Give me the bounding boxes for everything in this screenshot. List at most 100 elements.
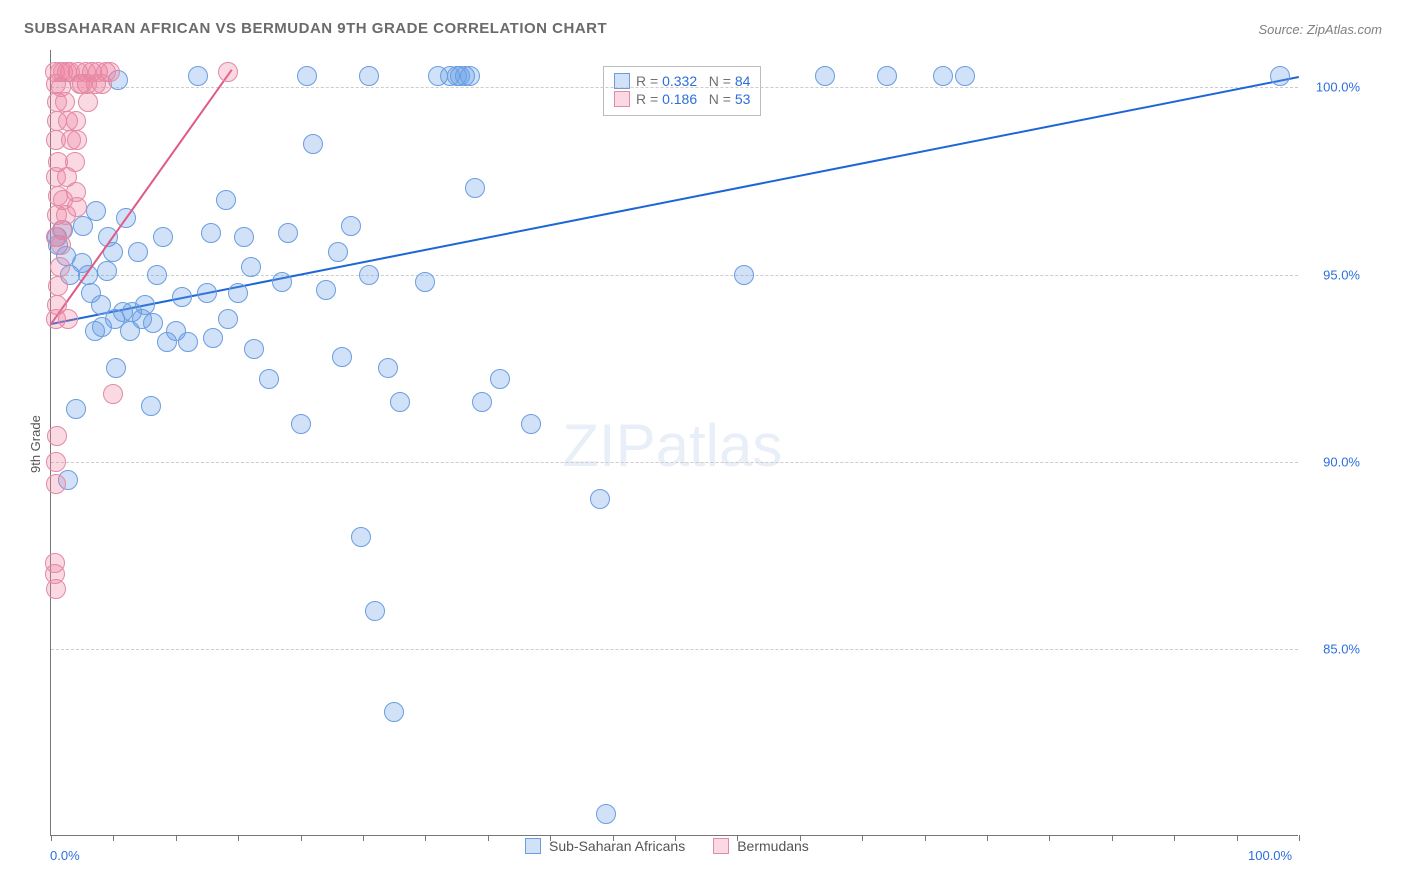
data-point xyxy=(359,66,379,86)
data-point xyxy=(933,66,953,86)
data-point xyxy=(490,369,510,389)
data-point xyxy=(58,309,78,329)
data-point xyxy=(303,134,323,154)
data-point xyxy=(272,272,292,292)
data-point xyxy=(278,223,298,243)
data-point xyxy=(1270,66,1290,86)
series-legend: Sub-Saharan Africans Bermudans xyxy=(525,838,809,854)
x-tick xyxy=(925,835,926,841)
data-point xyxy=(103,384,123,404)
data-point xyxy=(590,489,610,509)
data-point xyxy=(100,62,120,82)
data-point xyxy=(460,66,480,86)
data-point xyxy=(596,804,616,824)
data-point xyxy=(46,474,66,494)
data-point xyxy=(218,62,238,82)
data-point xyxy=(241,257,261,277)
data-point xyxy=(97,261,117,281)
data-point xyxy=(390,392,410,412)
y-tick-label: 100.0% xyxy=(1316,80,1360,95)
data-point xyxy=(521,414,541,434)
data-point xyxy=(66,399,86,419)
data-point xyxy=(365,601,385,621)
x-tick xyxy=(862,835,863,841)
x-tick xyxy=(1174,835,1175,841)
x-tick xyxy=(1299,835,1300,841)
data-point xyxy=(384,702,404,722)
data-point xyxy=(203,328,223,348)
data-point xyxy=(197,283,217,303)
data-point xyxy=(297,66,317,86)
x-tick xyxy=(113,835,114,841)
data-point xyxy=(877,66,897,86)
data-point xyxy=(67,197,87,217)
data-point xyxy=(61,130,81,150)
chart-title: SUBSAHARAN AFRICAN VS BERMUDAN 9TH GRADE… xyxy=(24,20,607,37)
data-point xyxy=(72,74,92,94)
data-point xyxy=(48,276,68,296)
source-label: Source: ZipAtlas.com xyxy=(1258,22,1382,37)
data-point xyxy=(46,579,66,599)
y-axis-label: 9th Grade xyxy=(28,415,43,473)
x-tick xyxy=(238,835,239,841)
gridline-h xyxy=(51,275,1298,276)
data-point xyxy=(128,242,148,262)
data-point xyxy=(378,358,398,378)
data-point xyxy=(141,396,161,416)
data-point xyxy=(201,223,221,243)
data-point xyxy=(465,178,485,198)
data-point xyxy=(472,392,492,412)
data-point xyxy=(415,272,435,292)
gridline-h xyxy=(51,87,1298,88)
x-tick xyxy=(363,835,364,841)
data-point xyxy=(341,216,361,236)
x-tick xyxy=(987,835,988,841)
x-tick xyxy=(488,835,489,841)
plot-area: ZIPatlas R = 0.332 N = 84R = 0.186 N = 5… xyxy=(50,50,1298,836)
data-point xyxy=(50,257,70,277)
data-point xyxy=(78,92,98,112)
legend-item: Sub-Saharan Africans xyxy=(525,838,685,854)
x-tick xyxy=(1049,835,1050,841)
gridline-h xyxy=(51,649,1298,650)
legend-item: Bermudans xyxy=(713,838,809,854)
gridline-h xyxy=(51,462,1298,463)
data-point xyxy=(955,66,975,86)
x-tick xyxy=(1112,835,1113,841)
data-point xyxy=(55,92,75,112)
data-point xyxy=(172,287,192,307)
data-point xyxy=(47,426,67,446)
data-point xyxy=(178,332,198,352)
data-point xyxy=(106,358,126,378)
data-point xyxy=(228,283,248,303)
y-tick-label: 90.0% xyxy=(1323,454,1360,469)
data-point xyxy=(135,295,155,315)
data-point xyxy=(316,280,336,300)
data-point xyxy=(234,227,254,247)
legend-swatch xyxy=(614,91,630,107)
data-point xyxy=(65,152,85,172)
data-point xyxy=(734,265,754,285)
watermark: ZIPatlas xyxy=(562,411,782,480)
x-tick-label: 100.0% xyxy=(1248,848,1292,863)
data-point xyxy=(143,313,163,333)
data-point xyxy=(351,527,371,547)
data-point xyxy=(46,452,66,472)
data-point xyxy=(244,339,264,359)
y-tick-label: 85.0% xyxy=(1323,641,1360,656)
watermark-zip: ZIP xyxy=(562,412,655,479)
data-point xyxy=(218,309,238,329)
watermark-rest: atlas xyxy=(656,412,783,479)
data-point xyxy=(328,242,348,262)
y-tick-label: 95.0% xyxy=(1323,267,1360,282)
legend-label: Sub-Saharan Africans xyxy=(549,838,685,854)
data-point xyxy=(332,347,352,367)
data-point xyxy=(153,227,173,247)
data-point xyxy=(86,201,106,221)
legend-stat-row: R = 0.186 N = 53 xyxy=(614,91,750,107)
data-point xyxy=(147,265,167,285)
data-point xyxy=(815,66,835,86)
correlation-legend: R = 0.332 N = 84R = 0.186 N = 53 xyxy=(603,66,761,116)
legend-swatch xyxy=(525,838,541,854)
legend-stat-text: R = 0.186 N = 53 xyxy=(636,91,750,107)
